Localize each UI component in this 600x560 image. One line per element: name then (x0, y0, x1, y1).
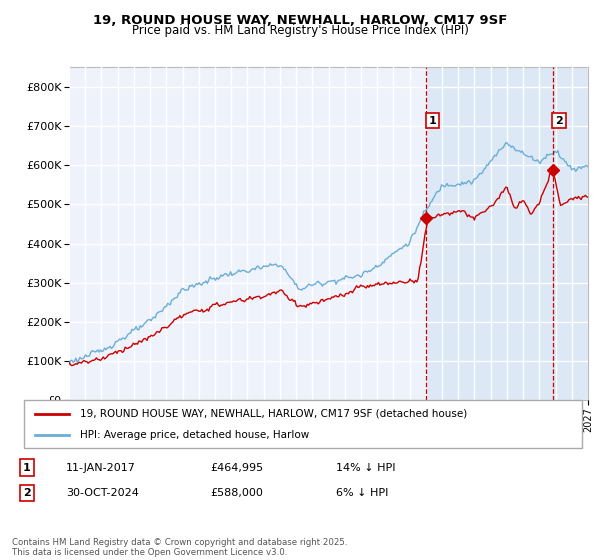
Text: 2: 2 (555, 115, 563, 125)
Text: 1: 1 (23, 463, 31, 473)
Text: 30-OCT-2024: 30-OCT-2024 (66, 488, 139, 498)
Text: 19, ROUND HOUSE WAY, NEWHALL, HARLOW, CM17 9SF: 19, ROUND HOUSE WAY, NEWHALL, HARLOW, CM… (93, 14, 507, 27)
Text: 14% ↓ HPI: 14% ↓ HPI (336, 463, 395, 473)
Text: 11-JAN-2017: 11-JAN-2017 (66, 463, 136, 473)
Text: HPI: Average price, detached house, Harlow: HPI: Average price, detached house, Harl… (80, 430, 309, 440)
Text: 1: 1 (429, 115, 437, 125)
Text: 2: 2 (23, 488, 31, 498)
Text: £464,995: £464,995 (210, 463, 263, 473)
Text: Price paid vs. HM Land Registry's House Price Index (HPI): Price paid vs. HM Land Registry's House … (131, 24, 469, 37)
Text: Contains HM Land Registry data © Crown copyright and database right 2025.
This d: Contains HM Land Registry data © Crown c… (12, 538, 347, 557)
Bar (427, 67, 588, 400)
FancyBboxPatch shape (24, 400, 582, 448)
Bar (553, 67, 588, 400)
Text: 6% ↓ HPI: 6% ↓ HPI (336, 488, 388, 498)
Text: 19, ROUND HOUSE WAY, NEWHALL, HARLOW, CM17 9SF (detached house): 19, ROUND HOUSE WAY, NEWHALL, HARLOW, CM… (80, 409, 467, 419)
Text: £588,000: £588,000 (210, 488, 263, 498)
